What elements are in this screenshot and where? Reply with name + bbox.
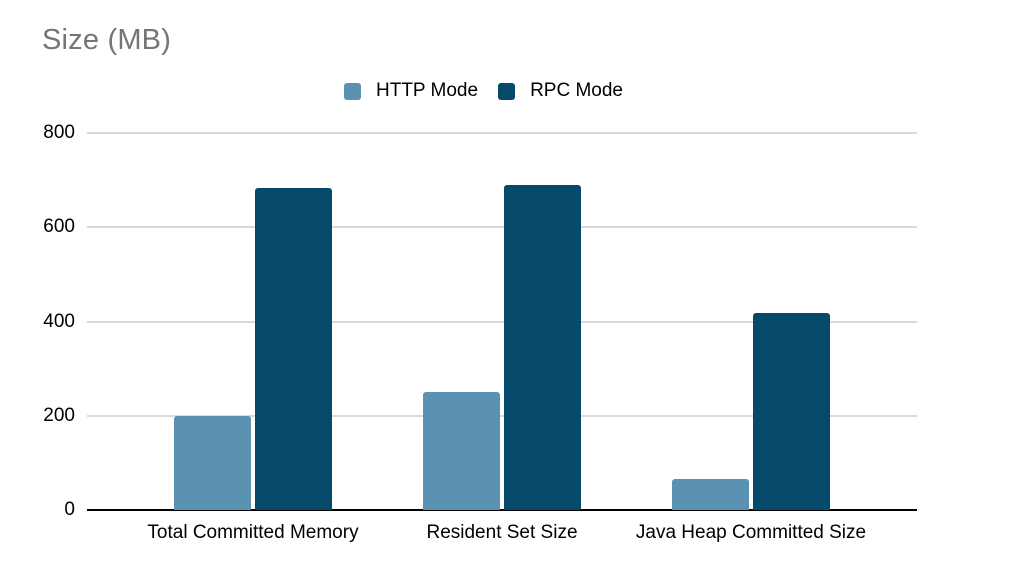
x-axis-label-total-committed-memory: Total Committed Memory	[147, 522, 359, 543]
gridline-200	[87, 414, 917, 417]
legend: HTTP Mode RPC Mode	[344, 80, 623, 102]
legend-swatch-http-mode	[344, 82, 361, 100]
chart-title: Size (MB)	[42, 24, 172, 56]
bar-rpc-mode-java-heap-committed-size	[753, 312, 830, 510]
legend-label-rpc-mode: RPC Mode	[530, 80, 623, 101]
bar-rpc-mode-resident-set-size	[504, 185, 581, 510]
x-axis-line	[87, 509, 917, 511]
x-axis-label-resident-set-size: Resident Set Size	[426, 522, 578, 543]
gridline-600	[87, 226, 917, 229]
bar-http-mode-total-committed-memory	[174, 415, 251, 510]
bar-rpc-mode-total-committed-memory	[255, 188, 332, 510]
bar-group-total-committed-memory	[174, 133, 332, 510]
legend-item-rpc-mode: RPC Mode	[498, 80, 623, 102]
y-axis-labels: 0 200 400 600 800	[20, 122, 75, 520]
y-axis-label-400: 400	[43, 310, 75, 332]
legend-item-http-mode: HTTP Mode	[344, 80, 478, 102]
y-axis-label-200: 200	[43, 404, 75, 426]
gridline-800	[87, 132, 917, 134]
bar-group-resident-set-size	[423, 133, 581, 510]
bar-http-mode-resident-set-size	[423, 392, 500, 510]
plot-area	[87, 132, 917, 511]
y-axis-label-600: 600	[43, 216, 75, 238]
gridline-400	[87, 320, 917, 323]
bar-group-java-heap-committed-size	[672, 133, 830, 510]
x-axis-label-java-heap-committed-size: Java Heap Committed Size	[635, 522, 867, 543]
bar-http-mode-java-heap-committed-size	[672, 478, 749, 510]
y-axis-label-800: 800	[43, 122, 75, 143]
legend-label-http-mode: HTTP Mode	[376, 80, 479, 101]
y-axis-label-0: 0	[64, 499, 75, 520]
x-axis-labels: Total Committed Memory Resident Set Size J…	[87, 521, 917, 545]
legend-swatch-rpc-mode	[498, 82, 516, 100]
